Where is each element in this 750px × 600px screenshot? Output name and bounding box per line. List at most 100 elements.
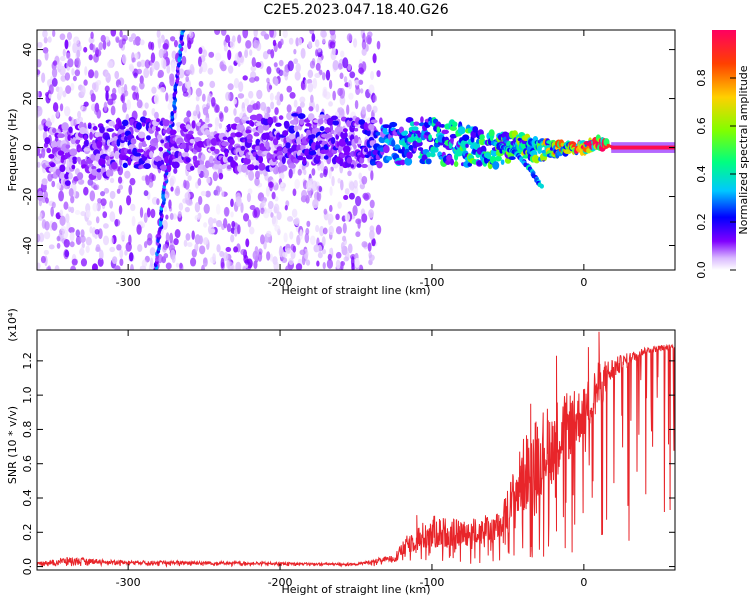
signal-blob <box>495 155 502 162</box>
noise-blob <box>350 256 355 268</box>
noise-blob <box>118 205 123 215</box>
noise-blob <box>271 191 276 200</box>
signal-blob <box>41 178 48 186</box>
spectrogram-xtick-label: -300 <box>116 276 141 289</box>
noise-blob <box>270 212 274 218</box>
noise-blob <box>306 220 311 227</box>
signal-blob <box>151 125 157 132</box>
noise-blob <box>250 65 257 72</box>
signal-blob <box>158 146 164 152</box>
noise-blob <box>194 215 200 221</box>
noise-blob <box>79 246 85 257</box>
signal-blob <box>160 164 167 172</box>
signal-blob <box>192 155 198 162</box>
signal-blob <box>400 159 406 166</box>
signal-blob <box>537 145 542 155</box>
noise-blob <box>128 36 134 43</box>
noise-blob <box>115 37 120 43</box>
signal-blob <box>249 114 258 121</box>
noise-blob <box>74 58 80 66</box>
noise-blob <box>67 58 74 68</box>
noise-blob <box>347 79 353 90</box>
signal-blob <box>138 142 143 150</box>
noise-blob <box>91 82 97 91</box>
noise-blob <box>119 248 124 259</box>
signal-blob <box>376 161 383 169</box>
noise-blob <box>37 161 41 168</box>
noise-blob <box>157 38 162 49</box>
noise-blob <box>52 102 59 112</box>
signal-blob <box>332 120 340 126</box>
signal-blob <box>435 121 442 129</box>
signal-blob <box>324 127 331 133</box>
noise-blob <box>142 110 147 117</box>
noise-blob <box>74 209 81 216</box>
noise-blob <box>178 202 184 211</box>
signal-blob <box>146 135 151 141</box>
noise-blob <box>274 107 279 116</box>
noise-blob <box>355 218 362 225</box>
noise-blob <box>323 165 329 176</box>
noise-blob <box>320 30 327 38</box>
signal-blob <box>50 140 58 149</box>
signal-blob <box>286 136 290 143</box>
noise-blob <box>139 81 145 90</box>
noise-blob <box>41 219 47 229</box>
signal-blob <box>133 152 142 157</box>
noise-blob <box>212 171 219 182</box>
noise-blob <box>197 178 202 186</box>
signal-blob <box>92 126 98 131</box>
signal-blob <box>370 119 378 124</box>
signal-blob <box>106 128 114 132</box>
noise-blob <box>316 260 320 267</box>
noise-blob <box>326 258 334 269</box>
noise-blob <box>321 72 326 81</box>
signal-blob <box>275 122 282 127</box>
noise-blob <box>247 219 252 228</box>
noise-blob <box>282 30 288 39</box>
noise-blob <box>247 188 253 195</box>
signal-blob <box>83 147 91 152</box>
snr-ylabel: SNR (10 * v/v) <box>6 406 19 484</box>
signal-blob <box>391 139 396 147</box>
noise-blob <box>102 211 108 219</box>
signal-blob <box>98 157 106 167</box>
noise-blob <box>59 215 66 226</box>
noise-blob <box>38 198 43 207</box>
noise-blob <box>190 257 197 267</box>
spectrogram-ytick-label: 40 <box>21 43 34 57</box>
noise-blob <box>56 235 61 242</box>
noise-blob <box>154 111 159 120</box>
noise-blob <box>119 258 124 266</box>
noise-blob <box>230 234 235 243</box>
noise-blob <box>246 192 251 203</box>
noise-blob <box>339 87 346 99</box>
noise-blob <box>183 44 188 53</box>
noise-blob <box>65 85 72 94</box>
noise-blob <box>223 206 230 217</box>
noise-blob <box>98 42 104 51</box>
noise-blob <box>158 48 164 59</box>
noise-blob <box>220 257 225 269</box>
noise-blob <box>103 101 108 112</box>
noise-blob <box>227 65 234 74</box>
noise-blob <box>72 187 76 198</box>
noise-blob <box>64 72 71 81</box>
noise-blob <box>266 81 271 93</box>
noise-blob <box>321 236 326 247</box>
snr-trace <box>37 331 675 568</box>
noise-blob <box>316 190 322 202</box>
signal-blob <box>214 148 220 154</box>
noise-blob <box>339 72 344 80</box>
noise-blob <box>116 244 122 251</box>
noise-blob <box>137 244 143 253</box>
signal-blob <box>389 121 398 128</box>
noise-blob <box>63 238 70 248</box>
signal-blob <box>230 132 237 138</box>
noise-blob <box>276 211 282 221</box>
noise-blob <box>337 63 343 70</box>
noise-blob <box>338 107 344 116</box>
noise-blob <box>319 172 324 179</box>
noise-blob <box>225 34 231 43</box>
